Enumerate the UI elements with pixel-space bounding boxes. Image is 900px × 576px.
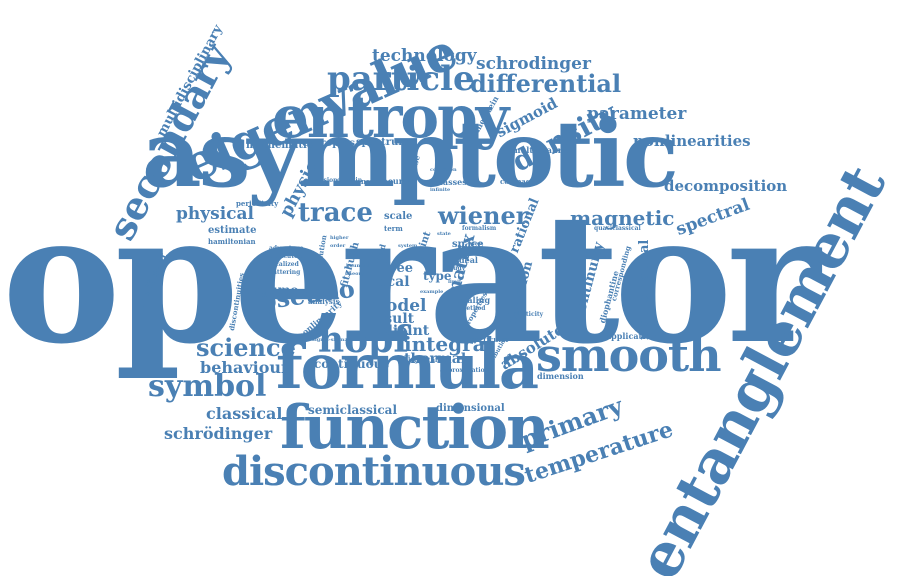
word-result: result bbox=[368, 311, 415, 327]
word-dimensional: dimensional bbox=[436, 403, 505, 414]
word-magnetic: magnetic bbox=[570, 206, 675, 230]
word-schrodinger: schrodinger bbox=[476, 54, 591, 74]
word-mathematic: mathematic bbox=[246, 140, 313, 151]
word-truncated: truncated bbox=[269, 253, 302, 260]
word-asymptotic: asymptotic bbox=[142, 100, 679, 208]
word-infinite: infinite bbox=[430, 187, 451, 193]
word-trace: trace bbox=[298, 198, 373, 228]
word-estimate: estimate bbox=[208, 225, 257, 236]
word-nonlinearities: nonlinearities bbox=[633, 132, 751, 150]
word-application: application bbox=[606, 331, 657, 341]
word-order: order bbox=[330, 243, 346, 249]
word-mathematical: mathematical bbox=[637, 239, 652, 340]
word-entropy: entropy bbox=[272, 83, 509, 151]
word-theory: theory bbox=[346, 271, 365, 277]
word-scale: scale bbox=[384, 211, 413, 222]
word-study: study bbox=[447, 265, 466, 272]
word-space: space bbox=[452, 239, 484, 250]
word-term: term bbox=[384, 224, 403, 233]
word-thermal: thermal bbox=[404, 351, 467, 367]
word-version: version bbox=[313, 177, 338, 184]
word-operator: operator bbox=[2, 174, 820, 383]
word-schrödinger: schrödinger bbox=[164, 424, 273, 443]
word-case: case bbox=[470, 241, 483, 247]
word-compact: compact bbox=[500, 177, 534, 186]
word-hamiltonian: hamiltonian bbox=[208, 237, 256, 246]
word-free: free bbox=[384, 261, 413, 276]
word-model: model bbox=[368, 296, 427, 316]
word-scattering: scattering bbox=[266, 269, 301, 276]
word-approximation: approximation bbox=[440, 367, 489, 374]
word-wiener: wiener bbox=[438, 201, 529, 230]
word-technology: technology bbox=[372, 46, 477, 66]
word-multichannel: multichannel bbox=[512, 145, 572, 155]
word-analysis: analysis bbox=[308, 297, 340, 306]
word-science: science bbox=[196, 333, 296, 362]
word-parameter: parameter bbox=[587, 104, 687, 124]
word-entropies: entropies bbox=[302, 138, 355, 149]
word-dimension: dimension bbox=[537, 371, 584, 381]
word-advantage: advantage bbox=[269, 245, 304, 252]
word-discontinuous: discontinuous bbox=[222, 448, 526, 495]
word-adjoint: adjoint bbox=[374, 323, 430, 339]
word-hopf: hopf bbox=[318, 319, 409, 361]
word-continuous: continuous bbox=[314, 357, 390, 371]
word-sigma: sigma-sigma bbox=[312, 337, 348, 343]
word-method: method bbox=[460, 305, 486, 312]
word-integral: integral bbox=[404, 332, 494, 356]
word-higher: higher bbox=[330, 235, 349, 241]
word-behaviour: behaviour bbox=[200, 358, 290, 377]
word-neural: neural bbox=[382, 176, 412, 186]
word-spectrum: spectrum bbox=[356, 137, 409, 148]
word-decomposition: decomposition bbox=[664, 177, 788, 195]
word-state: state bbox=[437, 231, 451, 237]
word-analyticity: analyticity bbox=[508, 311, 544, 318]
word-type: type bbox=[423, 269, 452, 283]
word-condition: condition bbox=[430, 167, 457, 173]
word-scaling: scaling bbox=[458, 295, 491, 305]
word-domain: domain bbox=[337, 177, 363, 184]
word-bounded: bounded bbox=[346, 263, 371, 269]
word-smooth: smooth bbox=[536, 328, 722, 382]
word-semiclassical: semiclassical bbox=[308, 403, 397, 417]
word-constant: constant bbox=[352, 177, 387, 186]
word-quasiclassical: quasiclassical bbox=[594, 225, 641, 232]
word-logarithmic: logarithmic bbox=[408, 357, 448, 364]
word-ideal: ideal bbox=[456, 255, 478, 265]
word-physical: physical bbox=[176, 204, 254, 224]
word-differential: differential bbox=[470, 69, 622, 98]
word-nagumo: nagumo bbox=[244, 283, 299, 297]
word-formalism: formalism bbox=[462, 225, 497, 232]
word-local: local bbox=[372, 274, 410, 290]
word-system: system bbox=[398, 243, 418, 249]
word-limit: limit bbox=[448, 279, 462, 285]
word-example: example bbox=[420, 289, 444, 295]
word-localized: localized bbox=[269, 261, 299, 268]
word-formula: formula bbox=[276, 330, 539, 403]
word-particular: particular bbox=[470, 335, 510, 344]
word-symbol: symbol bbox=[148, 369, 267, 404]
word-particle: particle bbox=[327, 59, 475, 99]
word-classical: classical bbox=[206, 404, 283, 423]
word-function: function bbox=[280, 393, 550, 463]
word-classes: classes bbox=[435, 177, 467, 187]
word-periodicity: periodicity bbox=[236, 199, 279, 208]
